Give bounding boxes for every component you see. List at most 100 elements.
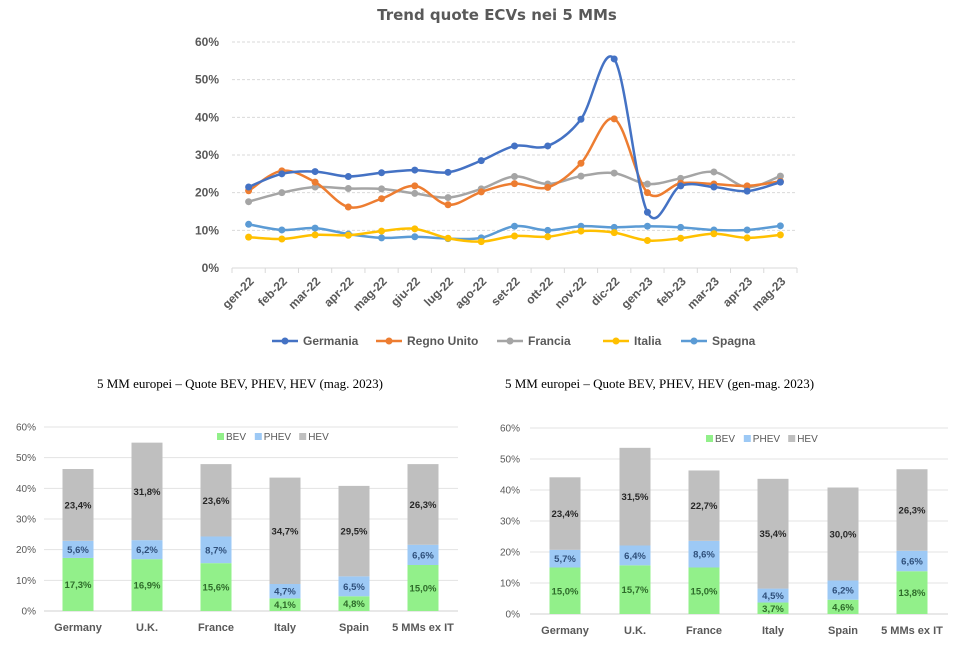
data-point-regno-unito [743, 182, 751, 190]
data-label-phev: 6,6% [901, 556, 923, 567]
bar-segment-bev [338, 596, 370, 611]
bar-segment-phev [407, 544, 439, 565]
data-point-germania [643, 208, 651, 216]
data-label-phev: 8,7% [205, 545, 227, 556]
data-point-francia [444, 194, 452, 202]
data-point-italia [444, 234, 452, 242]
bar-segment-hev [407, 464, 439, 545]
data-label-phev: 5,7% [554, 554, 576, 565]
y-tick-label: 20% [16, 545, 36, 556]
data-point-spagna [544, 226, 552, 234]
y-tick-label: 0% [202, 261, 220, 275]
legend-swatch-hev [788, 435, 796, 442]
x-tick-label: giu-22 [388, 274, 423, 309]
bar-segment-bev [896, 571, 928, 614]
data-point-regno-unito [610, 115, 618, 123]
data-label-hev: 34,7% [272, 526, 299, 537]
data-point-italia [743, 234, 751, 242]
data-point-germania [245, 183, 253, 191]
data-point-francia [245, 198, 253, 206]
bar-segment-bev [757, 602, 789, 614]
data-point-italia [577, 227, 585, 235]
x-tick-label: gen-23 [618, 274, 655, 311]
data-point-germania [344, 172, 352, 180]
data-label-phev: 6,6% [412, 550, 434, 561]
bar-segment-phev [338, 576, 370, 597]
data-point-germania [311, 168, 319, 176]
data-point-spagna [743, 226, 751, 234]
y-tick-label: 40% [500, 486, 520, 497]
data-label-phev: 6,2% [136, 545, 158, 556]
legend-swatch-hev [299, 433, 307, 440]
bar-segment-bev [549, 567, 581, 614]
data-point-francia [311, 183, 319, 191]
data-point-francia [411, 189, 419, 197]
bar-segment-phev [200, 536, 232, 564]
legend-marker-regno-unito [385, 337, 393, 345]
x-category-label: Germany [54, 622, 103, 634]
x-tick-label: mar-22 [285, 274, 323, 312]
data-label-phev: 6,5% [343, 582, 365, 593]
y-tick-label: 0% [22, 607, 37, 618]
x-tick-label: gen-22 [219, 274, 256, 311]
x-tick-label: ott-22 [523, 274, 556, 307]
legend-label-regno-unito: Regno Unito [407, 334, 478, 348]
data-point-germania [411, 166, 419, 174]
data-label-hev: 35,4% [760, 529, 787, 540]
y-tick-label: 30% [500, 517, 520, 528]
data-point-italia [610, 229, 618, 237]
data-point-germania [743, 187, 751, 195]
data-label-bev: 15,7% [622, 585, 649, 596]
data-label-bev: 17,3% [65, 580, 92, 591]
y-tick-label: 50% [16, 453, 36, 464]
data-point-italia [643, 237, 651, 245]
data-point-regno-unito [344, 203, 352, 211]
bar-chart-2-title: 5 MM europei – Quote BEV, PHEV, HEV (gen… [505, 376, 814, 391]
data-point-francia [643, 180, 651, 188]
data-point-spagna [311, 224, 319, 232]
y-tick-label: 10% [195, 223, 219, 237]
data-point-italia [477, 238, 485, 246]
legend-swatch-bev [706, 435, 713, 442]
y-tick-label: 30% [195, 148, 219, 162]
data-point-regno-unito [544, 183, 552, 191]
data-point-italia [278, 235, 286, 243]
data-point-spagna [776, 222, 784, 230]
bar-segment-bev [200, 563, 232, 611]
data-label-hev: 23,6% [203, 496, 230, 507]
data-point-francia [776, 172, 784, 180]
data-point-italia [677, 234, 685, 242]
data-point-regno-unito [378, 195, 386, 203]
data-point-italia [344, 231, 352, 239]
bar-segment-phev [827, 580, 859, 600]
legend-label-germania: Germania [303, 334, 359, 348]
data-point-francia [677, 174, 685, 182]
y-tick-label: 40% [195, 110, 219, 124]
y-tick-label: 0% [506, 610, 521, 621]
data-point-spagna [610, 223, 618, 231]
data-label-hev: 31,8% [134, 487, 161, 498]
bar-segment-phev [757, 588, 789, 603]
data-point-germania [444, 168, 452, 176]
legend-swatch-phev [254, 433, 262, 440]
data-point-italia [544, 233, 552, 241]
data-point-italia [511, 232, 518, 240]
x-category-label: U.K. [136, 622, 158, 634]
data-point-francia [278, 189, 286, 197]
data-point-spagna [411, 233, 419, 241]
bar-segment-hev [896, 469, 928, 551]
bar-segment-hev [269, 477, 301, 585]
data-label-hev: 23,4% [552, 509, 579, 520]
x-category-label: 5 MMs ex IT [881, 625, 943, 637]
legend-label-italia: Italia [634, 334, 662, 348]
data-point-germania [378, 169, 386, 177]
bar-segment-hev [549, 477, 581, 550]
data-point-germania [477, 157, 485, 165]
data-point-regno-unito [311, 178, 319, 186]
data-point-italia [710, 230, 718, 238]
legend-label-hev: HEV [308, 432, 329, 443]
x-tick-label: mar-23 [684, 274, 722, 312]
legend-swatch-phev [743, 435, 751, 442]
legend-marker-germania [281, 337, 289, 345]
bar-segment-phev [896, 550, 928, 572]
